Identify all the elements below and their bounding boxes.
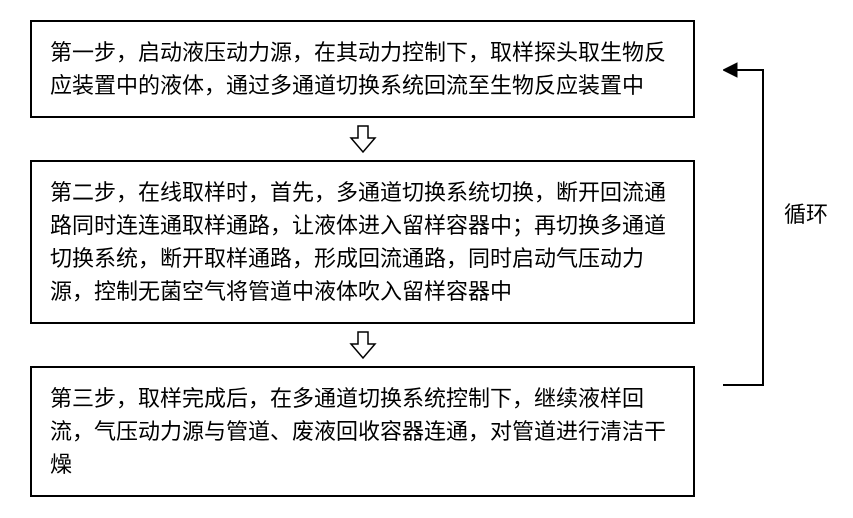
step-box-1: 第一步，启动液压动力源，在其动力控制下，取样探头取生物反应装置中的液体，通过多通… — [30, 20, 695, 118]
step-1-text: 第一步，启动液压动力源，在其动力控制下，取样探头取生物反应装置中的液体，通过多通… — [50, 36, 675, 102]
cycle-arrow-icon — [723, 50, 773, 390]
arrow-2-container — [30, 324, 695, 366]
step-box-2: 第二步，在线取样时，首先，多通道切换系统切换，断开回流通路同时连连通取样通路，让… — [30, 160, 695, 324]
step-2-text: 第二步，在线取样时，首先，多通道切换系统切换，断开回流通路同时连连通取样通路，让… — [50, 176, 675, 308]
flowchart-container: 第一步，启动液压动力源，在其动力控制下，取样探头取生物反应装置中的液体，通过多通… — [30, 20, 710, 497]
cycle-label: 循环 — [784, 202, 828, 228]
down-arrow-icon — [349, 124, 377, 154]
step-3-text: 第三步，取样完成后，在多通道切换系统控制下，继续液样回流，气压动力源与管道、废液… — [50, 382, 675, 481]
step-box-3: 第三步，取样完成后，在多通道切换系统控制下，继续液样回流，气压动力源与管道、废液… — [30, 366, 695, 497]
arrow-1-container — [30, 118, 695, 160]
down-arrow-icon — [349, 330, 377, 360]
cycle-container: 循环 — [723, 50, 833, 390]
